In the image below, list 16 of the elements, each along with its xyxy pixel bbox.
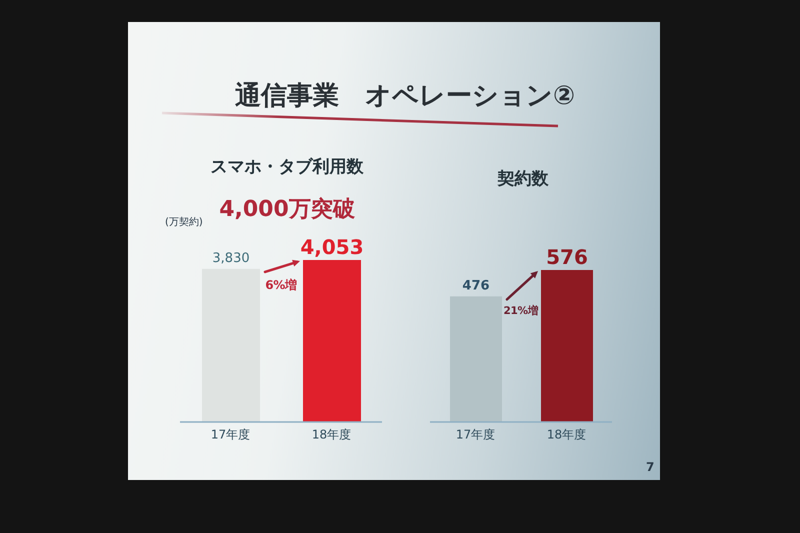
x-tick-label: 18年度 [546,428,586,442]
data-label: 4,053 [300,235,364,259]
annotation: 21%増 [504,304,538,318]
annotation: 6%増 [265,276,297,294]
x-tick-label: 18年度 [312,428,352,442]
text: 7 [646,460,654,474]
y-axis-title: (万契約) [165,216,203,229]
text: 4,000万突破 [219,197,355,222]
chart-title: 契約数 [496,168,550,190]
chart-title: スマホ・タブ利用数 [210,156,364,178]
data-label: 3,830 [212,250,250,266]
data-label: 576 [546,245,588,269]
x-tick-label: 17年度 [456,428,496,442]
text: 通信事業 オペレーション② [234,80,576,113]
x-tick-label: 17年度 [210,428,250,442]
data-label: 476 [462,278,490,294]
